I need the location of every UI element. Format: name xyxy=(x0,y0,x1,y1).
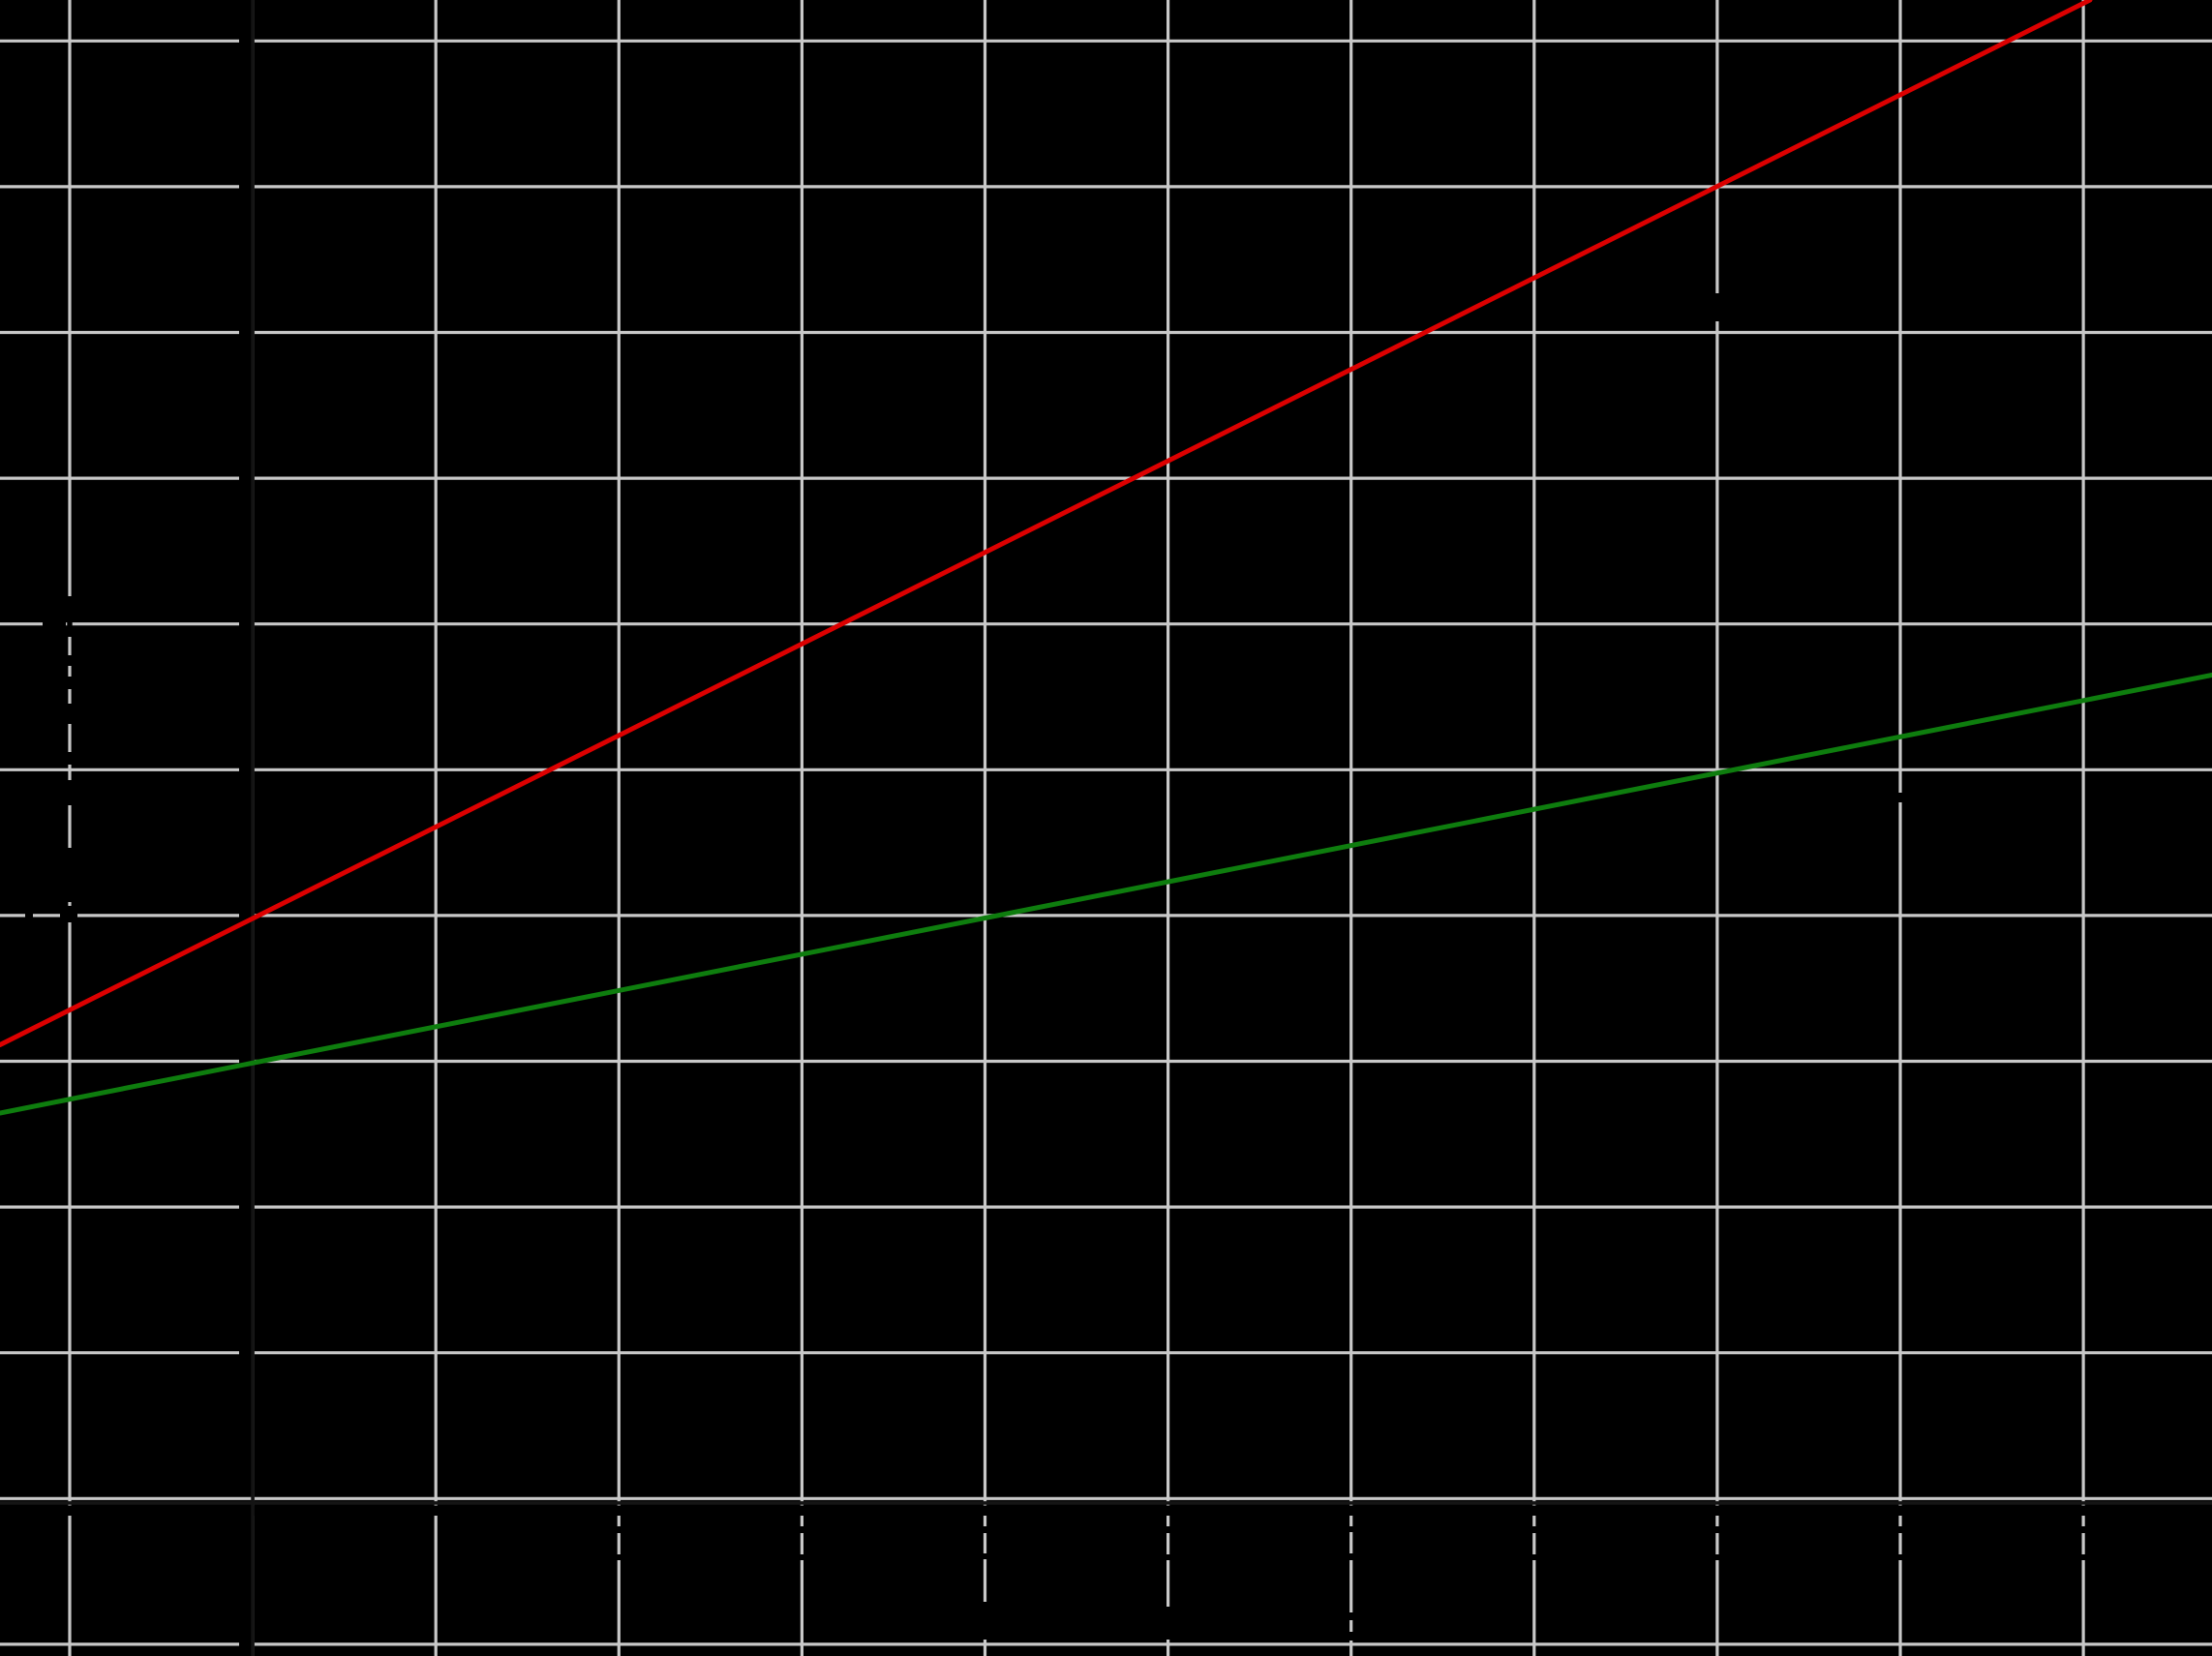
hidden-label-gap xyxy=(67,655,73,666)
hidden-label-gap xyxy=(1897,1526,1903,1533)
hidden-label-gap xyxy=(1897,793,1903,802)
hidden-label-gap xyxy=(67,677,73,689)
hidden-label-gap xyxy=(2080,1526,2086,1533)
hidden-label-gap xyxy=(982,1526,988,1533)
hidden-tick-gap xyxy=(239,767,254,772)
hidden-tick-gap xyxy=(239,621,254,627)
hidden-tick-gap xyxy=(616,1505,621,1516)
hidden-label-gap xyxy=(67,780,73,805)
hidden-tick-gap xyxy=(239,1641,254,1647)
x-axis xyxy=(0,1501,2212,1505)
hidden-label-gap xyxy=(60,913,77,918)
hidden-label-gap xyxy=(25,913,33,918)
hidden-label-gap xyxy=(67,596,73,637)
hidden-tick-gap xyxy=(239,329,254,336)
hidden-tick-gap xyxy=(239,38,254,44)
hidden-tick-gap xyxy=(1348,1505,1354,1516)
hidden-label-gap xyxy=(1714,1554,1720,1560)
hidden-tick-gap xyxy=(1714,1505,1720,1516)
hidden-label-gap xyxy=(616,1554,621,1560)
hidden-label-gap xyxy=(43,621,66,627)
hidden-label-gap xyxy=(67,848,73,902)
hidden-label-gap xyxy=(67,752,73,765)
hidden-tick-gap xyxy=(982,1505,988,1516)
hidden-tick-gap xyxy=(239,475,254,481)
hidden-label-gap xyxy=(1531,1554,1537,1560)
hidden-label-gap xyxy=(982,1602,988,1640)
hidden-label-gap xyxy=(1348,1612,1354,1620)
hidden-label-gap xyxy=(67,704,73,724)
hidden-label-gap xyxy=(1714,1526,1720,1533)
hidden-tick-gap xyxy=(433,1505,439,1516)
hidden-label-gap xyxy=(1348,1526,1354,1532)
hidden-tick-gap xyxy=(1165,1505,1171,1516)
hidden-label-gap xyxy=(1531,1526,1537,1533)
hidden-label-gap xyxy=(2080,1554,2086,1560)
hidden-tick-gap xyxy=(239,1204,254,1210)
hidden-tick-gap xyxy=(67,1505,73,1516)
y-axis xyxy=(251,0,255,1656)
red-function-line xyxy=(0,0,2093,1047)
hidden-label-gap xyxy=(799,1554,805,1560)
hidden-label-gap xyxy=(1165,1526,1171,1533)
hidden-label-gap xyxy=(1348,1632,1354,1641)
hidden-tick-gap xyxy=(239,184,254,190)
hidden-tick-gap xyxy=(1897,1505,1903,1516)
hidden-tick-gap xyxy=(239,1058,254,1065)
hidden-label-gap xyxy=(1165,1554,1171,1560)
hidden-tick-gap xyxy=(239,1350,254,1356)
hidden-tick-gap xyxy=(1531,1505,1537,1516)
hidden-label-gap xyxy=(1897,1554,1903,1560)
hidden-label-gap xyxy=(1714,293,1720,321)
hidden-label-gap xyxy=(1348,1553,1354,1560)
hidden-tick-gap xyxy=(2080,1505,2086,1516)
hidden-label-gap xyxy=(799,1526,805,1533)
hidden-label-gap xyxy=(616,1526,621,1533)
hidden-tick-gap xyxy=(799,1505,805,1516)
hidden-label-gap xyxy=(982,1553,988,1559)
hidden-tick-gap xyxy=(239,913,254,918)
hidden-label-gap xyxy=(1165,1607,1171,1640)
green-function-line xyxy=(0,673,2212,1116)
